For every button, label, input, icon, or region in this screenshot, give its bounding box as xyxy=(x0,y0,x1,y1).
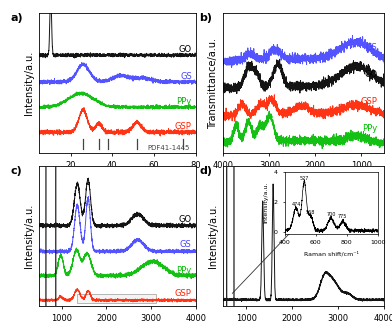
Text: GSP: GSP xyxy=(175,289,192,298)
Y-axis label: Intensity/a.u.: Intensity/a.u. xyxy=(24,51,34,115)
Text: GS: GS xyxy=(180,72,192,81)
Text: a): a) xyxy=(11,13,24,23)
Text: GS: GS xyxy=(180,240,192,249)
Text: PPy: PPy xyxy=(362,124,377,133)
FancyBboxPatch shape xyxy=(77,294,156,303)
Text: PPy: PPy xyxy=(176,266,192,275)
Text: GS: GS xyxy=(366,188,379,198)
Text: GO: GO xyxy=(178,215,192,224)
Y-axis label: Intensity/a.u.: Intensity/a.u. xyxy=(24,204,34,269)
Y-axis label: Transmittance/a.u.: Transmittance/a.u. xyxy=(208,37,218,129)
X-axis label: Wavenumber/cm⁻¹: Wavenumber/cm⁻¹ xyxy=(258,175,350,185)
Text: GS: GS xyxy=(365,43,377,52)
Text: GSP: GSP xyxy=(175,122,192,131)
Text: PPy: PPy xyxy=(176,97,192,106)
Text: b): b) xyxy=(199,13,212,23)
Text: GO: GO xyxy=(179,45,192,53)
Text: PDF41-1445: PDF41-1445 xyxy=(147,145,190,151)
Text: GSP: GSP xyxy=(360,97,377,106)
X-axis label: 2θ /degree: 2θ /degree xyxy=(91,175,144,185)
Text: d): d) xyxy=(199,166,212,176)
Text: c): c) xyxy=(11,166,23,176)
Y-axis label: Intensity/a.u.: Intensity/a.u. xyxy=(208,204,218,269)
Text: GO: GO xyxy=(364,70,377,79)
